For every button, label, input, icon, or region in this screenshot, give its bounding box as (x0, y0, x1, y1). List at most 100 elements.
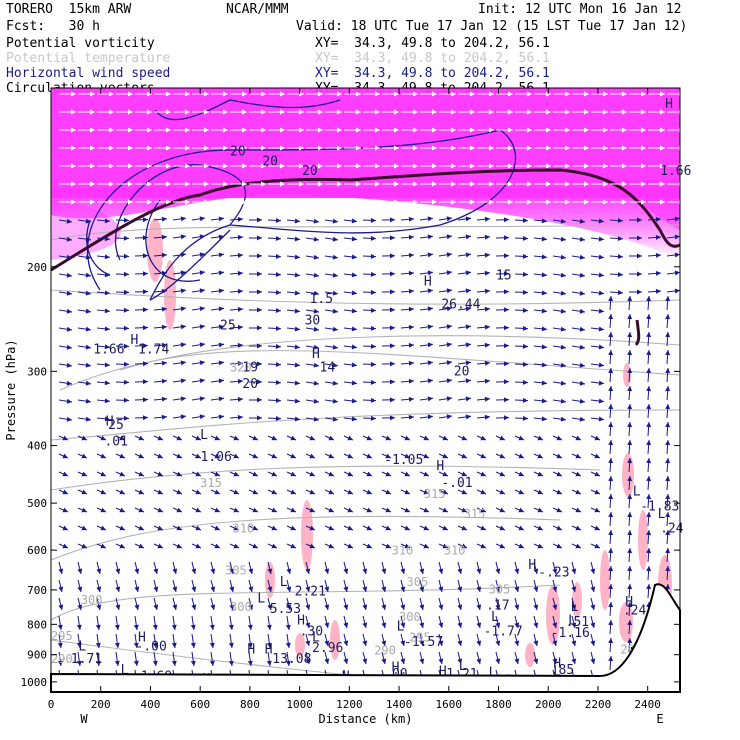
vector-head (104, 254, 110, 260)
value-label: 19 (242, 360, 258, 375)
pv-fill-west (51, 200, 121, 260)
plot-frame (50, 87, 681, 693)
vector-head (351, 398, 357, 404)
vector-head (503, 253, 509, 259)
vector-head (104, 380, 110, 386)
vector-head (134, 604, 140, 610)
vector-head (408, 378, 414, 384)
vector-head (575, 471, 581, 477)
value-label: 26.44 (441, 297, 480, 312)
vector-head (527, 181, 532, 187)
vector-head (142, 343, 148, 349)
vector-head (290, 525, 296, 531)
vector-head (204, 127, 209, 133)
vector-head (191, 586, 197, 592)
vector-head (470, 181, 475, 187)
vector-head (400, 568, 406, 574)
vector-head (324, 658, 330, 664)
vector-head (432, 199, 437, 205)
vector-head (96, 586, 102, 592)
vector-head (419, 604, 425, 610)
vector-head (195, 507, 201, 513)
vector-head (210, 586, 216, 592)
vector-head (608, 404, 614, 410)
vector-head (484, 252, 490, 258)
vector-head (123, 397, 129, 403)
vector-head (603, 199, 608, 205)
vector-head (522, 343, 528, 349)
vector-head (256, 289, 262, 295)
vector-head (218, 324, 224, 330)
vector-head (575, 453, 581, 459)
vector-head (655, 216, 661, 222)
vector-head (104, 218, 110, 224)
vector-head (313, 416, 319, 422)
vector-head (133, 624, 139, 630)
x-tick-label: 2000 (535, 698, 562, 711)
vector-head (81, 525, 87, 531)
vector-head (537, 543, 543, 549)
vector-head (157, 507, 163, 513)
plot-area (51, 88, 680, 691)
vector-head (66, 272, 72, 278)
vector-head (313, 362, 319, 368)
vector-head (210, 604, 216, 610)
vector-head (147, 199, 152, 205)
vector-head (233, 489, 239, 495)
vector-head (522, 235, 528, 241)
value-label: 1.66 (93, 343, 124, 358)
vector-head (275, 218, 281, 223)
vector-head (271, 435, 277, 441)
vector-head (271, 489, 277, 495)
vector-head (271, 471, 277, 477)
vector-head (142, 235, 148, 241)
vector-head (62, 543, 68, 549)
vector-head (275, 362, 281, 367)
vector-head (66, 362, 72, 368)
value-label: 20 (230, 145, 246, 160)
vector-head (90, 199, 95, 205)
vector-head (541, 308, 547, 314)
vector-head (495, 586, 501, 592)
vector-head (66, 218, 72, 224)
vector-head (176, 435, 182, 441)
vector-head (489, 163, 494, 169)
vector-head (337, 127, 342, 133)
vector-head (655, 234, 661, 240)
vector-head (123, 307, 129, 313)
vector-head (598, 290, 604, 296)
extremum-marker: L (280, 575, 288, 590)
vector-head (337, 109, 342, 115)
vector-head (100, 543, 106, 549)
vector-head (62, 435, 68, 441)
vector-head (541, 344, 547, 350)
vector-head (476, 622, 482, 628)
vector-head (641, 109, 646, 115)
vector-head (408, 306, 414, 312)
vector-head (242, 127, 247, 133)
vector-head (419, 622, 425, 628)
vector-head (204, 145, 209, 151)
vector-head (627, 386, 633, 392)
vector-head (66, 344, 72, 350)
vector-head (332, 380, 338, 386)
vector-head (185, 181, 190, 187)
vector-head (427, 252, 433, 258)
theta-contour (51, 465, 601, 491)
vector-head (123, 343, 129, 349)
vector-head (229, 604, 235, 610)
y-tick-label: 300 (27, 365, 47, 378)
vector-head (176, 453, 182, 459)
vector-head (195, 543, 201, 549)
vector-head (556, 543, 562, 549)
x-tick-label: 0 (48, 698, 55, 711)
extremum-marker: H (439, 664, 447, 679)
vector-head (71, 145, 76, 151)
vector-head (62, 507, 68, 513)
vector-head (247, 660, 253, 666)
vector-head (256, 307, 262, 313)
vector-head (598, 254, 604, 260)
pv-fill-top (51, 88, 680, 198)
vector-head (627, 566, 633, 572)
vector-head (560, 416, 566, 422)
